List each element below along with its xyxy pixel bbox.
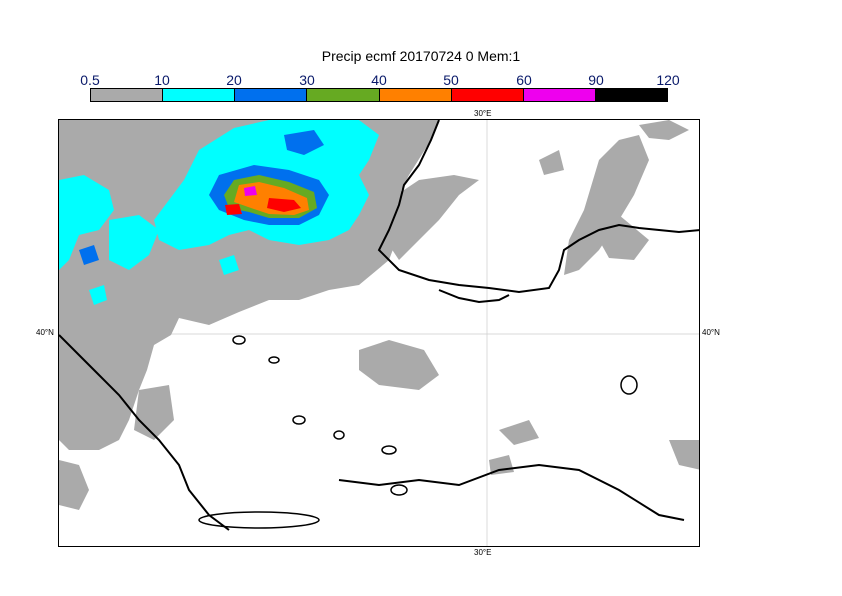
lon-label-top: 30°E (474, 109, 492, 118)
legend-label-2: 20 (226, 72, 242, 88)
precip-area-misc-4 (489, 455, 514, 475)
lat-label-left: 40°N (36, 328, 54, 337)
coast-black-sea-west (377, 120, 699, 294)
precip-area-odessa (399, 190, 439, 230)
precip-area-anatolia-2 (499, 420, 539, 445)
coastlines (59, 120, 699, 531)
precip-area-misc-3 (59, 460, 89, 510)
legend-label-8: 120 (656, 72, 680, 88)
legend-color-0 (91, 89, 164, 101)
legend-color-6 (523, 89, 596, 101)
precip-area-crimea-north (639, 120, 689, 140)
map-canvas (59, 120, 699, 546)
precip-map (58, 119, 700, 547)
precip-area-misc-1 (539, 150, 564, 175)
lat-label-right: 40°N (702, 328, 720, 337)
island-rhodes (390, 484, 408, 496)
legend-label-4: 40 (371, 72, 387, 88)
precip-area-magenta (244, 186, 257, 196)
legend-color-7 (595, 89, 667, 101)
legend-label-5: 50 (443, 72, 459, 88)
legend-color-3 (307, 89, 380, 101)
islands (198, 335, 638, 529)
legend-label-3: 30 (299, 72, 315, 88)
precip-area-crimea (564, 135, 649, 275)
precip-area-misc-2 (669, 440, 699, 470)
legend-label-7: 90 (588, 72, 604, 88)
legend-color-1 (163, 89, 236, 101)
precip-area-cyan-west (59, 175, 114, 270)
island-3 (292, 415, 306, 425)
precip-area-red-2 (225, 204, 242, 215)
legend-colorbar (90, 88, 668, 102)
coast-anatolia-south (338, 463, 685, 521)
lon-label-bottom: 30°E (474, 548, 492, 557)
island-2 (268, 356, 280, 364)
legend-color-5 (451, 89, 524, 101)
legend-color-4 (379, 89, 452, 101)
coast-marmara (438, 289, 510, 304)
island-5 (381, 445, 397, 455)
precip-area-anatolia-1 (359, 340, 439, 390)
precip-area-red-1 (267, 198, 301, 212)
legend-label-0: 0.5 (80, 72, 100, 88)
legend-label-6: 60 (516, 72, 532, 88)
precip-area-cyan-small-2 (219, 255, 239, 275)
island-crete (198, 511, 320, 529)
precip-area-misc-5 (134, 385, 174, 440)
precip-area-cyan-small-1 (89, 285, 107, 305)
chart-title: Precip ecmf 20170724 0 Mem:1 (321, 48, 521, 64)
legend-color-2 (235, 89, 308, 101)
island-lake (620, 375, 638, 395)
island-4 (333, 430, 345, 440)
precip-area-blue-small-1 (284, 130, 324, 155)
island-1 (232, 335, 246, 345)
coast-aegean-north (59, 334, 230, 531)
legend-label-1: 10 (154, 72, 170, 88)
precip-area-cyan-mid (109, 215, 159, 270)
precip-area-blue-small-2 (79, 245, 99, 265)
